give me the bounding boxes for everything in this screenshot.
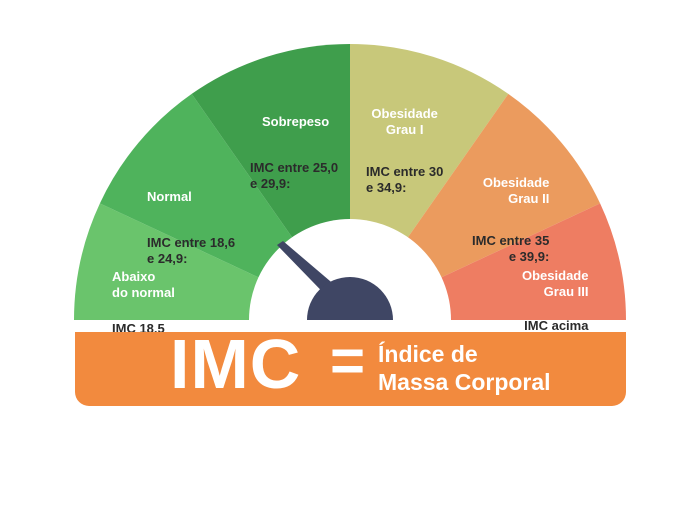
segment-grau1-range: IMC entre 30 e 34,9: bbox=[366, 164, 444, 195]
banner-acronym: IMC bbox=[170, 325, 302, 403]
segment-grau3-title: Obesidade Grau III bbox=[522, 268, 589, 299]
imc-banner: IMC = Índice de Massa Corporal bbox=[75, 325, 626, 406]
segment-grau2-title: Obesidade Grau II bbox=[482, 175, 550, 206]
segment-abaixo-title: Abaixo do normal bbox=[112, 269, 175, 300]
segment-normal-label: Normal IMC entre 18,6 e 24,9: bbox=[147, 173, 235, 283]
segment-grau1-label: Obesidade Grau I IMC entre 30 e 34,9: bbox=[366, 90, 443, 212]
segment-grau2-label: Obesidade Grau II IMC entre 35 e 39,9: bbox=[472, 159, 549, 281]
needle bbox=[277, 241, 393, 320]
segment-normal-title: Normal bbox=[147, 189, 192, 204]
segment-sobrepeso-range: IMC entre 25,0 e 29,9: bbox=[250, 160, 339, 191]
needle-hub bbox=[307, 277, 393, 320]
segment-sobrepeso-label: Sobrepeso IMC entre 25,0 e 29,9: bbox=[250, 98, 338, 208]
banner-equals: = bbox=[330, 327, 366, 394]
banner-description: Índice de Massa Corporal bbox=[378, 341, 551, 395]
segment-grau1-title: Obesidade Grau I bbox=[371, 106, 438, 137]
segment-grau2-range: IMC entre 35 e 39,9: bbox=[472, 233, 550, 264]
segment-sobrepeso-title: Sobrepeso bbox=[262, 114, 330, 129]
segment-normal-range: IMC entre 18,6 e 24,9: bbox=[147, 235, 236, 266]
